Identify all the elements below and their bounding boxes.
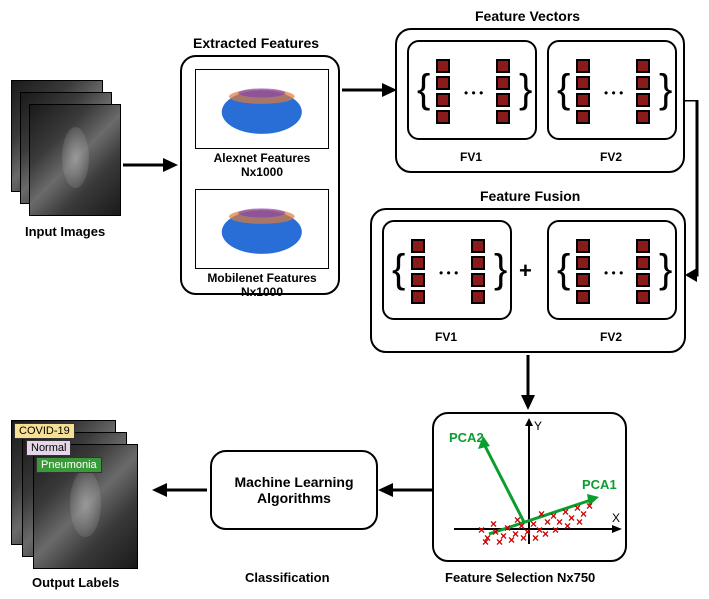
alexnet-scatter bbox=[195, 69, 329, 149]
fv2-box-fusion: { } • • • bbox=[547, 220, 677, 320]
plus-sign: + bbox=[519, 258, 532, 284]
pca2-label: PCA2 bbox=[449, 430, 484, 445]
svg-text:×: × bbox=[532, 531, 539, 545]
svg-text:×: × bbox=[586, 499, 593, 513]
fv1-box-fusion: { } • • • bbox=[382, 220, 512, 320]
input-images-label: Input Images bbox=[25, 224, 105, 239]
svg-text:×: × bbox=[482, 535, 489, 549]
ml-text: Machine Learning Algorithms bbox=[234, 474, 353, 506]
feature-fusion-label: Feature Fusion bbox=[480, 188, 580, 204]
feature-selection-box: Y X PCA1 PCA2 ××× ××× ××× ××× ××× ××× ××… bbox=[432, 412, 627, 562]
alexnet-label: Alexnet Features Nx1000 bbox=[182, 151, 342, 179]
arrow-selection-to-ml bbox=[378, 480, 433, 500]
arrow-features-to-vectors bbox=[342, 80, 397, 100]
fv1-label-top: FV1 bbox=[460, 150, 482, 164]
svg-text:• • •: • • • bbox=[439, 266, 458, 280]
svg-text:}: } bbox=[494, 247, 507, 291]
svg-text:×: × bbox=[552, 523, 559, 537]
fv2-label-fusion: FV2 bbox=[600, 330, 622, 344]
fv1-svg-fusion: { } • • • bbox=[384, 222, 514, 322]
mobilenet-label: Mobilenet Features Nx1000 bbox=[182, 271, 342, 299]
feature-selection-label: Feature Selection Nx750 bbox=[445, 570, 595, 585]
svg-text:{: { bbox=[557, 247, 570, 291]
feature-fusion-box: { } • • • FV1 + { } bbox=[370, 208, 686, 353]
svg-text:}: } bbox=[659, 67, 672, 111]
svg-text:• • •: • • • bbox=[464, 86, 483, 100]
fv2-label-top: FV2 bbox=[600, 150, 622, 164]
svg-text:×: × bbox=[514, 513, 521, 527]
svg-text:×: × bbox=[564, 519, 571, 533]
arrow-input-to-features bbox=[123, 155, 178, 175]
svg-text:• • •: • • • bbox=[604, 86, 623, 100]
output-labels-label: Output Labels bbox=[32, 575, 119, 590]
svg-text:×: × bbox=[542, 527, 549, 541]
fv2-svg-top: { } • • • bbox=[549, 42, 679, 142]
feature-vectors-label: Feature Vectors bbox=[475, 8, 580, 24]
svg-text:{: { bbox=[417, 67, 430, 111]
pca-svg: Y X PCA1 PCA2 ××× ××× ××× ××× ××× ××× ××… bbox=[434, 414, 629, 564]
arrow-ml-to-output bbox=[152, 480, 207, 500]
x-axis-label: X bbox=[612, 511, 620, 525]
fv1-svg-top: { } • • • bbox=[409, 42, 539, 142]
extracted-features-label: Extracted Features bbox=[193, 35, 319, 51]
svg-text:}: } bbox=[659, 247, 672, 291]
alexnet-text: Alexnet Features Nx1000 bbox=[214, 151, 311, 179]
tag-pneumonia: Pneumonia bbox=[36, 457, 102, 473]
svg-text:• • •: • • • bbox=[604, 266, 623, 280]
mobilenet-scatter bbox=[195, 189, 329, 269]
svg-text:×: × bbox=[538, 507, 545, 521]
svg-text:}: } bbox=[519, 67, 532, 111]
svg-text:×: × bbox=[490, 517, 497, 531]
extracted-features-box: Alexnet Features Nx1000 Mobilenet Featur… bbox=[180, 55, 340, 295]
ml-label: Machine Learning Algorithms bbox=[234, 474, 353, 506]
fv1-label-fusion: FV1 bbox=[435, 330, 457, 344]
tag-covid: COVID-19 bbox=[14, 423, 75, 439]
svg-text:×: × bbox=[576, 515, 583, 529]
svg-text:{: { bbox=[392, 247, 405, 291]
arrow-fusion-to-selection bbox=[518, 355, 538, 410]
svg-text:{: { bbox=[557, 67, 570, 111]
fv2-box-top: { } • • • bbox=[547, 40, 677, 140]
pca1-label: PCA1 bbox=[582, 477, 617, 492]
alexnet-scatter-cloud bbox=[209, 82, 315, 137]
arrow-vectors-to-fusion bbox=[685, 100, 709, 285]
feature-vectors-box: { } • • • FV1 { } bbox=[395, 28, 685, 173]
svg-text:×: × bbox=[508, 533, 515, 547]
svg-text:×: × bbox=[520, 531, 527, 545]
ml-box: Machine Learning Algorithms bbox=[210, 450, 378, 530]
y-axis-label: Y bbox=[534, 419, 542, 433]
classification-label: Classification bbox=[245, 570, 330, 585]
mobilenet-scatter-cloud bbox=[209, 202, 315, 257]
input-xray-1 bbox=[29, 104, 121, 216]
fv2-svg-fusion: { } • • • bbox=[549, 222, 679, 322]
tag-normal: Normal bbox=[26, 440, 71, 456]
pca-crosses: ××× ××× ××× ××× ××× ××× ××× ××× ××× ××× bbox=[478, 499, 593, 549]
fv1-box-top: { } • • • bbox=[407, 40, 537, 140]
svg-text:×: × bbox=[496, 535, 503, 549]
mobilenet-text: Mobilenet Features Nx1000 bbox=[207, 271, 316, 299]
